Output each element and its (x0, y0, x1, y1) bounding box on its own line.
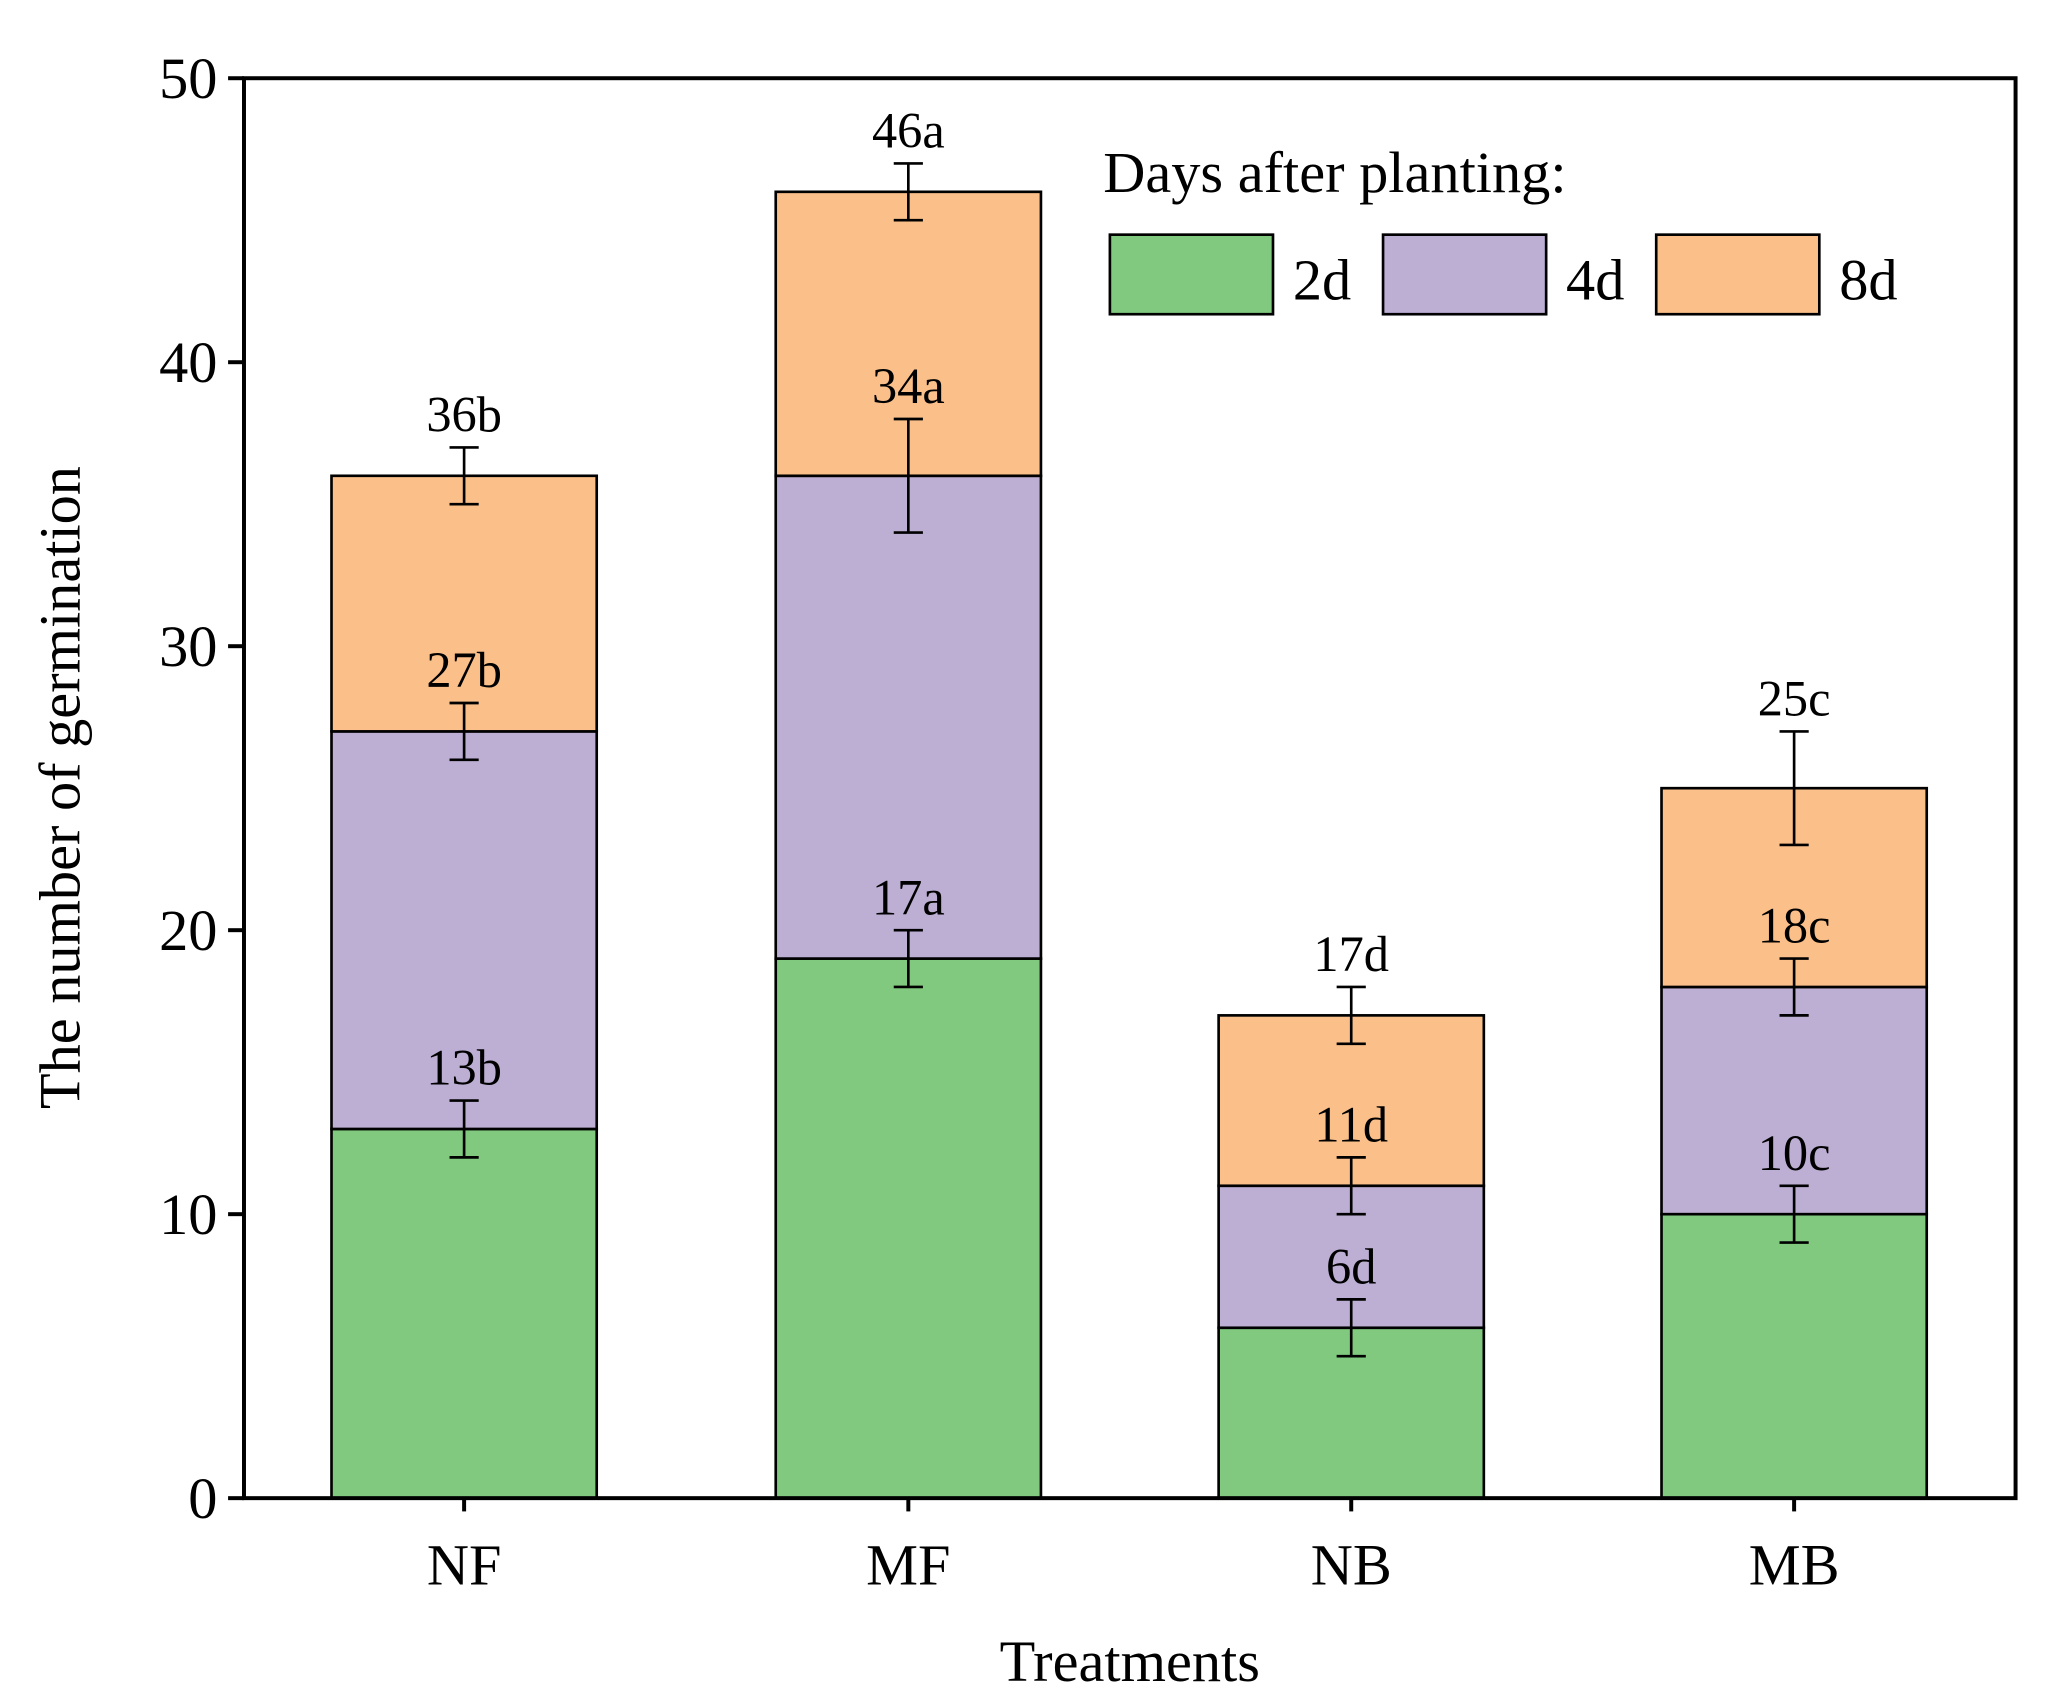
legend: Days after planting: 2d 4d 8d (1103, 140, 1898, 316)
x-axis-label: Treatments (1000, 1629, 1260, 1694)
plot-frame (242, 76, 2018, 1501)
y-tick-label-40: 40 (159, 330, 217, 395)
y-tick-label-10: 10 (159, 1182, 217, 1247)
data-label-NB-4d: 11d (1314, 1096, 1388, 1152)
x-tick-label-MB: MB (1749, 1532, 1840, 1597)
data-label-MF-2d: 17a (872, 869, 945, 925)
bar-MB-2d (1660, 1212, 1929, 1500)
y-tick-label-0: 0 (188, 1466, 217, 1531)
y-tick-label-20: 20 (159, 898, 217, 963)
legend-swatch-4d (1381, 233, 1548, 316)
x-tick-label-NB: NB (1311, 1532, 1392, 1597)
legend-swatch-8d (1654, 233, 1821, 316)
x-tick-label-NF: NF (427, 1532, 502, 1597)
bar-NF-8d (330, 474, 599, 733)
error-bars-layer (449, 162, 1809, 1358)
y-tick-label-50: 50 (159, 46, 217, 111)
data-label-NB-8d: 17d (1313, 926, 1389, 982)
axes-layer: NF MF NB MB 0 10 20 30 40 50 (159, 46, 1839, 1597)
data-label-NF-4d: 27b (426, 642, 502, 698)
data-label-NF-2d: 13b (426, 1040, 502, 1096)
bar-NF-4d (330, 730, 599, 1131)
legend-swatch-2d (1108, 233, 1275, 316)
data-label-MB-4d: 18c (1758, 898, 1831, 954)
data-label-MB-8d: 25c (1758, 670, 1831, 726)
data-label-NB-2d: 6d (1326, 1238, 1376, 1294)
legend-label-4d: 4d (1566, 248, 1624, 313)
legend-label-2d: 2d (1293, 248, 1351, 313)
bar-NF-2d (330, 1127, 599, 1500)
bars-layer (330, 190, 1929, 1500)
bar-MF-2d (774, 957, 1043, 1500)
x-tick-label-MF: MF (866, 1532, 950, 1597)
data-label-MB-2d: 10c (1758, 1125, 1831, 1181)
data-label-MF-8d: 46a (872, 103, 945, 159)
data-labels-layer: 13b 27b 36b 17a 34a 46a 6d 11d 17d 10c 18c 25c (426, 103, 1830, 1295)
data-label-NF-8d: 36b (426, 386, 502, 442)
legend-title: Days after planting: (1103, 140, 1566, 205)
y-axis-label: The number of germination (28, 466, 93, 1109)
bar-MB-4d (1660, 985, 1929, 1216)
legend-label-8d: 8d (1839, 248, 1897, 313)
data-label-MF-4d: 34a (872, 358, 945, 414)
y-tick-label-30: 30 (159, 614, 217, 679)
